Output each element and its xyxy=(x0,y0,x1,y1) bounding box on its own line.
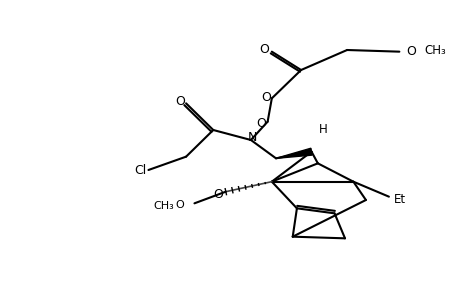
Text: O: O xyxy=(213,188,222,201)
Text: Et: Et xyxy=(393,193,405,206)
Text: H: H xyxy=(318,123,326,136)
Text: O: O xyxy=(258,43,268,56)
Text: N: N xyxy=(248,130,257,143)
Text: Cl: Cl xyxy=(134,164,146,176)
Text: O: O xyxy=(175,200,184,210)
Text: O: O xyxy=(175,95,185,108)
Text: CH₃: CH₃ xyxy=(153,201,174,211)
Text: O: O xyxy=(406,45,415,58)
Text: O: O xyxy=(260,91,270,104)
Polygon shape xyxy=(275,148,312,158)
Text: CH₃: CH₃ xyxy=(424,44,445,57)
Text: O: O xyxy=(256,117,266,130)
